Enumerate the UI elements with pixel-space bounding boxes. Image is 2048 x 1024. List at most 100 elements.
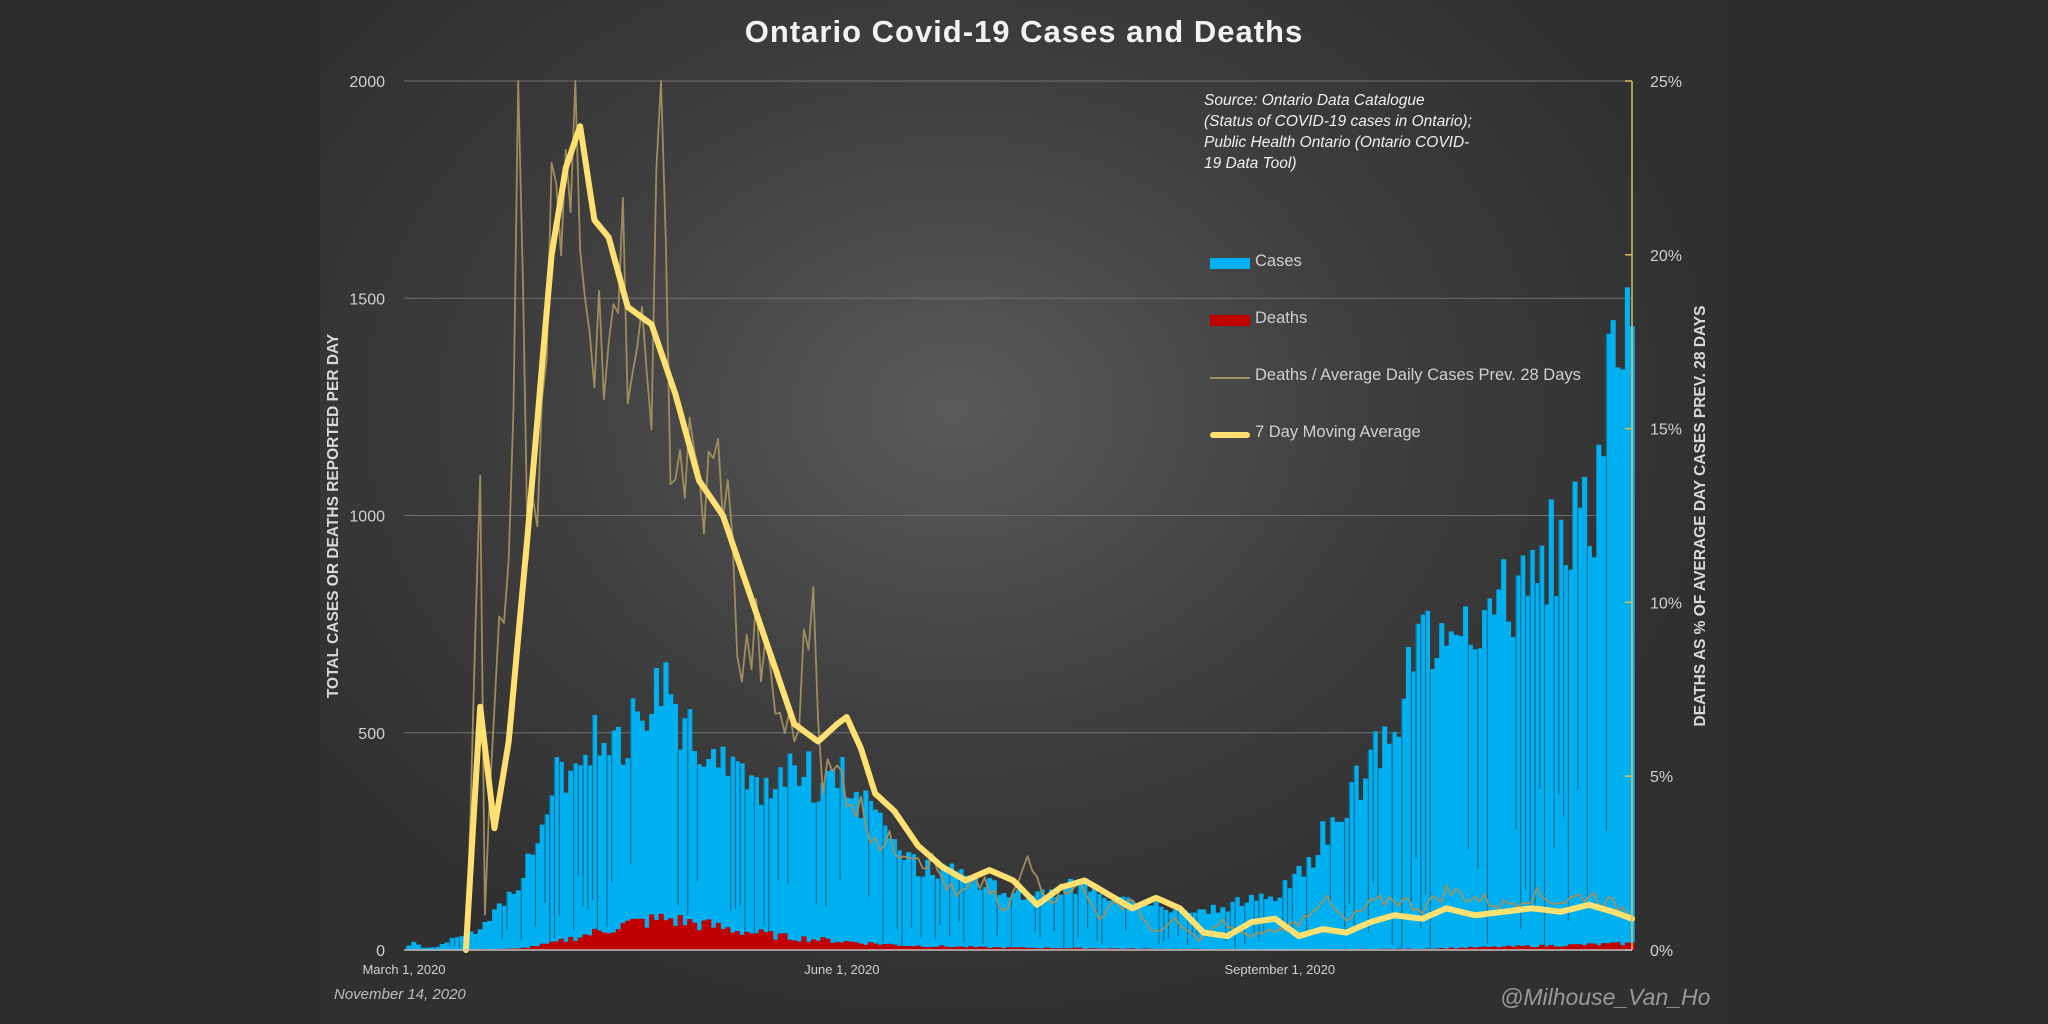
bar-deaths [1463, 948, 1469, 950]
bar-cases [1286, 888, 1293, 950]
bar-cases [534, 843, 541, 950]
bar-deaths [1039, 948, 1045, 950]
bar-cases [1386, 743, 1392, 950]
bar-cases [1548, 499, 1554, 950]
bar-cases [1301, 876, 1307, 950]
bar-cases [434, 946, 441, 950]
bar-cases-edge [1258, 893, 1260, 941]
bar-deaths [1453, 948, 1459, 950]
bar-cases [858, 818, 864, 950]
bar-cases [810, 802, 817, 950]
bar-cases-edge [958, 869, 960, 922]
bar-cases [520, 877, 526, 950]
bar-cases [1348, 782, 1354, 950]
bar-cases [1482, 610, 1488, 950]
bar-cases [1415, 623, 1421, 950]
bar-deaths [1543, 946, 1550, 950]
bar-deaths [672, 925, 679, 950]
bar-deaths [1591, 943, 1597, 950]
bar-deaths [691, 922, 698, 950]
bar-cases [496, 903, 502, 950]
bar-cases [1467, 644, 1473, 950]
bar-cases [1087, 891, 1093, 950]
bar-cases-edge [1186, 912, 1189, 946]
bar-cases-edge [558, 761, 560, 917]
bar-deaths [944, 946, 950, 950]
bar-deaths [1524, 945, 1531, 950]
bar-cases [611, 730, 617, 950]
bar-cases [1534, 582, 1540, 950]
bar-deaths [1477, 946, 1483, 950]
bar-deaths [1044, 947, 1050, 950]
bar-cases [834, 787, 840, 950]
bar-cases [768, 798, 774, 950]
bar-cases [563, 792, 569, 950]
bar-deaths [844, 941, 850, 950]
bar-deaths [972, 947, 978, 950]
line-ratio [464, 80, 1633, 951]
bar-cases [1234, 897, 1240, 950]
bar-cases-edge [458, 936, 460, 949]
bar-deaths [887, 943, 893, 950]
bar-cases [549, 795, 555, 950]
bar-deaths [1067, 948, 1074, 950]
bar-deaths [634, 918, 640, 950]
bar-cases [1067, 878, 1074, 950]
bar-cases-edge [1158, 906, 1160, 945]
bar-cases [1077, 879, 1083, 950]
bar-cases [820, 783, 826, 950]
bar-deaths [753, 933, 759, 950]
bar-deaths [611, 932, 617, 950]
legend-swatch-cases [1210, 258, 1250, 269]
bar-cases-edge [768, 798, 770, 937]
bar-cases [1315, 854, 1321, 950]
bar-cases-edge [734, 761, 736, 910]
bar-deaths [1058, 948, 1064, 950]
bar-cases-edge [577, 765, 579, 877]
bar-cases [668, 694, 674, 950]
bar-cases [639, 720, 645, 950]
legend-item-deaths: Deaths [1210, 305, 1630, 333]
bar-cases-edge [1543, 604, 1546, 947]
bar-cases [1177, 910, 1183, 950]
bar-cases [715, 767, 721, 950]
bar-deaths [706, 919, 712, 950]
bar-cases [477, 929, 483, 950]
bar-cases [1101, 897, 1107, 950]
bar-cases [972, 876, 978, 950]
bar-cases-edge [1087, 891, 1089, 929]
bar-cases-edge [763, 777, 765, 927]
bar-cases [1505, 621, 1511, 950]
bar-cases-edge [506, 891, 508, 930]
bar-cases [882, 825, 888, 950]
bar-cases-edge [1567, 569, 1569, 921]
bar-deaths [777, 933, 783, 950]
bar-deaths [1458, 947, 1464, 950]
legend-label-deaths: Deaths [1255, 309, 1308, 327]
bar-deaths [934, 946, 940, 950]
bar-cases [701, 766, 707, 950]
bar-cases-edge [787, 753, 789, 884]
bar-deaths [834, 941, 840, 950]
bar-cases [1163, 909, 1169, 950]
bar-deaths [896, 945, 902, 950]
bar-deaths [996, 947, 1002, 950]
bar-cases [1282, 880, 1288, 950]
bar-cases [825, 770, 831, 950]
bar-deaths [1505, 945, 1511, 950]
bar-deaths [1072, 947, 1078, 950]
bar-cases-edge [1039, 889, 1041, 938]
bar-cases-edge [572, 763, 575, 931]
credit-handle: @Milhouse_Van_Ho [1500, 984, 1711, 1010]
bar-cases [910, 854, 917, 950]
bar-deaths [758, 929, 764, 950]
bar-cases [1229, 901, 1235, 950]
bar-deaths [1515, 945, 1521, 950]
bar-cases-edge [825, 770, 827, 907]
bar-cases [872, 809, 878, 950]
bar-cases [1191, 912, 1197, 950]
bar-cases [1558, 519, 1564, 950]
bar-cases-edge [1477, 648, 1479, 869]
bar-deaths [1063, 948, 1069, 950]
bar-cases [772, 789, 778, 950]
